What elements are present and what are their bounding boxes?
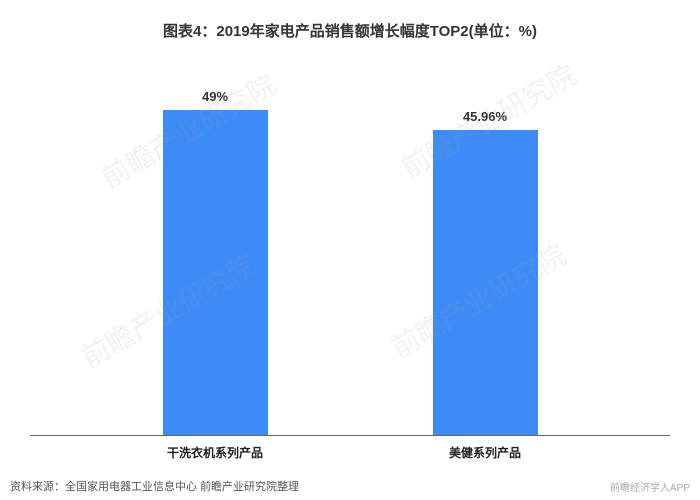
bar-1 (433, 130, 538, 435)
x-axis-labels: 干洗衣机系列产品 美健系列产品 (30, 436, 670, 461)
chart-title: 图表4：2019年家电产品销售额增长幅度TOP2(单位：%) (30, 20, 670, 41)
source-body: 全国家用电器工业信息中心 前瞻产业研究院整理 (65, 481, 299, 493)
chart-container: 图表4：2019年家电产品销售额增长幅度TOP2(单位：%) 49% 45.96… (0, 0, 700, 500)
footer-right-text: 前瞻经济学人APP (610, 479, 690, 494)
x-label-1: 美健系列产品 (410, 444, 560, 461)
bar-value-label: 49% (202, 89, 228, 104)
x-label-0: 干洗衣机系列产品 (140, 444, 290, 461)
bar-0 (163, 110, 268, 435)
plot-area: 49% 45.96% (30, 66, 670, 436)
source-text: 资料来源：全国家用电器工业信息中心 前瞻产业研究院整理 (10, 478, 299, 494)
bar-value-label: 45.96% (463, 109, 507, 124)
source-prefix: 资料来源： (10, 481, 65, 493)
bar-group-1: 45.96% (410, 109, 560, 435)
bar-group-0: 49% (140, 89, 290, 435)
